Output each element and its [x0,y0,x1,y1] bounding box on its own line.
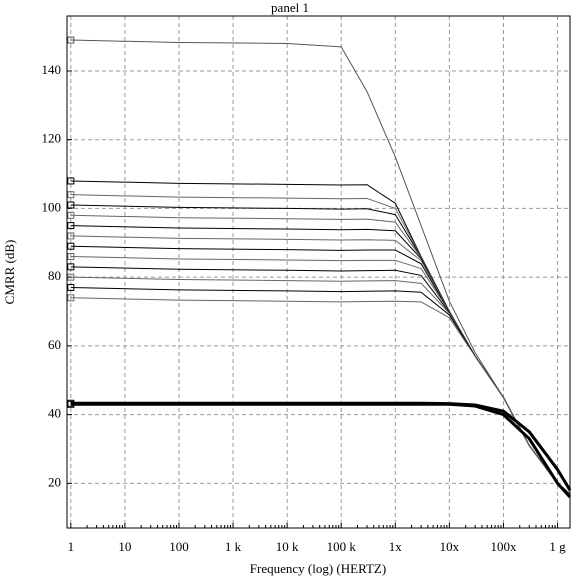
x-tick-label: 10 k [276,539,299,554]
y-tick-label: 80 [48,268,61,283]
x-tick-label: 1 [68,539,75,554]
series-marker [67,242,75,250]
x-tick-label: 1 g [549,539,566,554]
series-marker [67,294,75,302]
y-tick-label: 140 [42,62,62,77]
y-axis-label: CMRR (dB) [2,240,17,305]
series-marker [67,399,75,407]
y-tick-label: 20 [48,474,61,489]
x-axis-label: Frequency (log) (HERTZ) [250,561,386,576]
series-marker [67,211,75,219]
y-tick-label: 120 [42,131,62,146]
series-marker [67,232,75,240]
y-tick-label: 60 [48,337,61,352]
series-marker [67,253,75,261]
series-marker [67,191,75,199]
plot-area: 20 40 60 80 100 120 140 1 10 100 1 k 10 k 100 k 1x 10x… [42,16,572,554]
x-tick-label: 100 k [327,539,357,554]
y-tick-label: 40 [48,406,61,421]
x-tick-label: 10x [440,539,460,554]
x-tick-label: 100 [169,539,189,554]
series-line [70,401,572,491]
x-tick-label: 1x [389,539,403,554]
series-marker [67,283,75,291]
series-marker [67,263,75,271]
x-tick-label: 10 [118,539,131,554]
series-marker [67,273,75,281]
plot-border [66,15,571,529]
series-marker [67,36,75,44]
y-tick-label: 100 [42,199,62,214]
x-tick-label: 1 k [225,539,242,554]
series-marker [67,177,75,185]
series-marker [67,201,75,209]
series-line [70,297,571,495]
chart-title: panel 1 [271,0,309,15]
x-tick-label: 100x [490,539,517,554]
series-marker [67,222,75,230]
